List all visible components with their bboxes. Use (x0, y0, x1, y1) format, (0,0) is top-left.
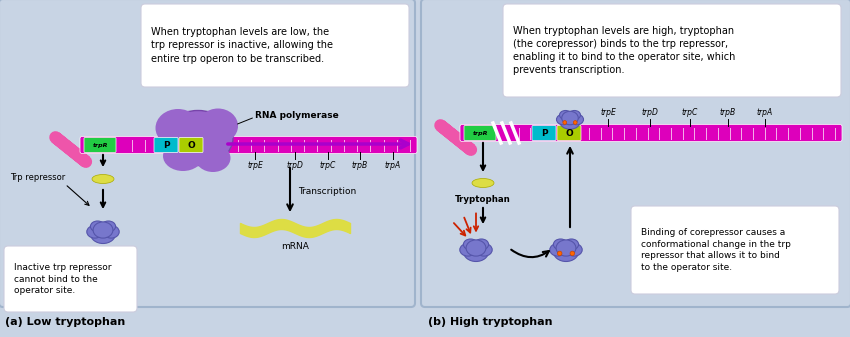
FancyBboxPatch shape (631, 206, 839, 294)
FancyBboxPatch shape (154, 137, 178, 153)
Ellipse shape (557, 114, 570, 125)
Ellipse shape (559, 113, 581, 129)
Text: When tryptophan levels are high, tryptophan
(the corepressor) binds to the trp r: When tryptophan levels are high, tryptop… (513, 26, 735, 75)
Ellipse shape (566, 244, 582, 256)
Text: trpC: trpC (320, 161, 337, 170)
FancyBboxPatch shape (179, 137, 203, 153)
Text: (a) Low tryptophan: (a) Low tryptophan (5, 317, 125, 327)
Text: Transcription: Transcription (298, 187, 356, 196)
Ellipse shape (163, 141, 203, 171)
Ellipse shape (574, 121, 577, 124)
FancyBboxPatch shape (532, 125, 556, 141)
Text: Binding of corepressor causes a
conformational change in the trp
repressor that : Binding of corepressor causes a conforma… (641, 228, 790, 272)
Ellipse shape (92, 175, 114, 184)
Ellipse shape (460, 244, 476, 256)
Text: Inactive trp repressor
cannot bind to the
operator site.: Inactive trp repressor cannot bind to th… (14, 263, 111, 295)
Ellipse shape (570, 114, 583, 125)
Ellipse shape (466, 240, 486, 256)
Text: trpA: trpA (385, 161, 401, 170)
Text: trpE: trpE (600, 108, 616, 117)
Text: O: O (187, 141, 195, 150)
Text: trpR: trpR (93, 143, 108, 148)
Text: RNA polymerase: RNA polymerase (255, 111, 339, 120)
Ellipse shape (463, 239, 478, 250)
Text: trpB: trpB (720, 108, 736, 117)
Text: trpC: trpC (682, 108, 698, 117)
Ellipse shape (472, 179, 494, 187)
Text: Tryptophan: Tryptophan (455, 195, 511, 204)
FancyBboxPatch shape (4, 246, 137, 312)
Ellipse shape (559, 111, 571, 120)
Ellipse shape (569, 111, 581, 120)
Text: mRNA: mRNA (281, 242, 309, 251)
Ellipse shape (570, 251, 575, 256)
FancyBboxPatch shape (84, 137, 116, 153)
Text: trpD: trpD (286, 161, 303, 170)
Ellipse shape (463, 242, 489, 262)
Ellipse shape (558, 251, 562, 256)
Text: (b) High tryptophan: (b) High tryptophan (428, 317, 552, 327)
Ellipse shape (90, 224, 116, 244)
Text: P: P (541, 128, 547, 137)
Ellipse shape (556, 240, 576, 256)
Ellipse shape (103, 225, 119, 238)
FancyBboxPatch shape (503, 4, 841, 97)
Ellipse shape (562, 111, 578, 125)
Ellipse shape (94, 222, 113, 238)
Ellipse shape (564, 239, 579, 250)
Ellipse shape (563, 121, 567, 124)
Ellipse shape (90, 221, 105, 232)
FancyBboxPatch shape (80, 136, 417, 153)
Ellipse shape (87, 225, 103, 238)
Ellipse shape (196, 144, 230, 172)
Ellipse shape (474, 239, 489, 250)
Ellipse shape (476, 244, 492, 256)
Text: O: O (565, 128, 573, 137)
FancyBboxPatch shape (421, 0, 850, 307)
Ellipse shape (198, 109, 238, 144)
FancyBboxPatch shape (0, 0, 415, 307)
FancyBboxPatch shape (464, 125, 496, 141)
Text: trpD: trpD (642, 108, 659, 117)
Ellipse shape (553, 242, 579, 262)
Ellipse shape (553, 239, 568, 250)
Ellipse shape (101, 221, 116, 232)
Text: Trp repressor: Trp repressor (10, 174, 65, 183)
Text: trpA: trpA (756, 108, 774, 117)
Ellipse shape (550, 244, 566, 256)
FancyBboxPatch shape (460, 124, 842, 142)
Text: trpE: trpE (247, 161, 263, 170)
Text: trpR: trpR (473, 130, 488, 135)
FancyBboxPatch shape (557, 125, 581, 141)
Ellipse shape (163, 111, 233, 165)
Text: trpB: trpB (352, 161, 368, 170)
Ellipse shape (156, 109, 201, 147)
FancyBboxPatch shape (141, 4, 409, 87)
Text: P: P (162, 141, 169, 150)
Text: When tryptophan levels are low, the
trp repressor is inactive, allowing the
enti: When tryptophan levels are low, the trp … (151, 27, 333, 64)
Ellipse shape (158, 130, 188, 155)
